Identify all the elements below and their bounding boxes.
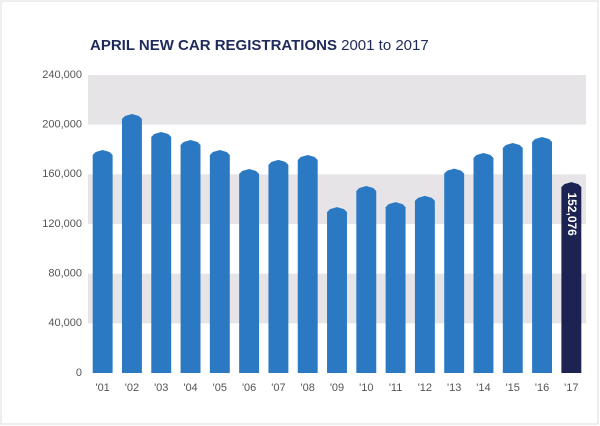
bar [239, 168, 260, 373]
x-tick-label: '04 [183, 382, 197, 394]
bar [356, 185, 377, 373]
x-tick-label: '12 [418, 382, 432, 394]
y-tick-label: 200,000 [42, 119, 82, 131]
bar [473, 152, 494, 373]
bar [297, 154, 318, 373]
x-tick-label: '09 [330, 382, 344, 394]
bar [414, 195, 435, 373]
y-tick-label: 240,000 [42, 69, 82, 81]
x-tick-label: '14 [476, 382, 490, 394]
y-tick-label: 40,000 [48, 317, 82, 329]
bar [151, 131, 172, 373]
grid-band [88, 75, 586, 125]
bar [121, 113, 142, 373]
y-tick-label: 120,000 [42, 218, 82, 230]
bar [268, 159, 289, 373]
bar [180, 140, 201, 373]
chart-subtitle: 2001 to 2017 [341, 37, 429, 54]
bar [385, 202, 406, 373]
y-tick-label: 0 [76, 367, 82, 379]
bar [444, 168, 465, 373]
bar [327, 207, 347, 373]
x-tick-label: '01 [95, 382, 109, 394]
x-tick-label: '16 [535, 382, 549, 394]
chart-title: APRIL NEW CAR REGISTRATIONS [90, 37, 337, 54]
x-tick-label: '05 [213, 382, 227, 394]
x-tick-label: '08 [301, 382, 315, 394]
x-tick-label: '06 [242, 382, 256, 394]
x-tick-label: '13 [447, 382, 461, 394]
bar [209, 149, 230, 373]
x-tick-label: '10 [359, 382, 373, 394]
x-tick-label: '02 [125, 382, 139, 394]
value-label: 152,076 [565, 192, 579, 236]
x-tick-label: '17 [564, 382, 578, 394]
y-tick-label: 80,000 [48, 268, 82, 280]
x-tick-label: '03 [154, 382, 168, 394]
bar [92, 149, 113, 373]
x-tick-label: '15 [506, 382, 520, 394]
x-tick-label: '07 [271, 382, 285, 394]
chart-title-line: APRIL NEW CAR REGISTRATIONS 2001 to 2017 [90, 37, 429, 54]
bar [561, 182, 582, 373]
y-tick-label: 160,000 [42, 168, 82, 180]
bar [532, 136, 553, 373]
bar [502, 143, 523, 373]
x-tick-label: '11 [389, 382, 403, 394]
